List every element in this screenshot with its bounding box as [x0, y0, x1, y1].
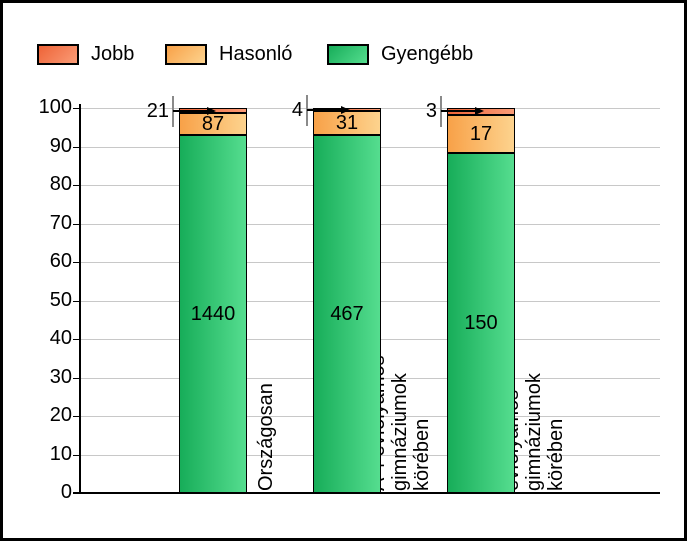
ytick-20 — [73, 416, 80, 417]
bar-3-arrow-line — [441, 110, 475, 113]
bar-3-segment-gyengébb: 150 — [447, 153, 515, 493]
legend-item-gyengébb: Gyengébb — [327, 42, 473, 66]
legend-label: Jobb — [91, 42, 135, 65]
bar-1-hasonló-value: 87 — [201, 113, 225, 136]
ytick-label-70: 70 — [49, 211, 72, 234]
legend-label: Gyengébb — [381, 42, 474, 65]
ytick-60 — [73, 262, 80, 263]
bar-3-segment-hasonló: 17 — [447, 114, 515, 154]
legend-item-hasonló: Hasonló — [165, 42, 292, 66]
ytick-label-0: 0 — [60, 481, 72, 503]
ytick-70 — [73, 223, 80, 225]
bar-2-hasonló-value: 31 — [335, 111, 359, 134]
bar-1-arrow-line — [173, 109, 207, 112]
ytick-label-80: 80 — [49, 173, 72, 195]
y-axis-line — [79, 104, 81, 494]
legend-label: Hasonló — [219, 42, 293, 65]
bar-2-segment-gyengébb: 467 — [313, 134, 381, 493]
ytick-label-10: 10 — [49, 442, 72, 465]
ytick-40 — [73, 339, 80, 340]
ytick-label-90: 90 — [49, 134, 72, 157]
bar-2-jobb-value: 4 — [291, 98, 303, 121]
ytick-90 — [73, 146, 80, 148]
ytick-label-40: 40 — [49, 327, 72, 349]
ytick-100 — [73, 108, 80, 109]
legend-swatch-icon — [165, 43, 207, 65]
bar-1-gyengébb-value: 1440 — [190, 302, 236, 325]
ytick-label-50: 50 — [49, 288, 72, 311]
legend-item-jobb: Jobb — [37, 42, 134, 66]
ytick-10 — [73, 454, 80, 456]
legend-swatch-icon — [37, 43, 79, 65]
x-axis-baseline — [73, 492, 660, 494]
bar-1-jobb-value: 21 — [146, 99, 169, 122]
ytick-label-100: 100 — [38, 96, 72, 118]
bar-2-gyengébb-value: 467 — [330, 302, 364, 325]
ytick-50 — [73, 300, 80, 302]
bar-3-gyengébb-value: 150 — [464, 312, 498, 335]
bar-3-jobb-value: 3 — [425, 100, 437, 123]
bar-2-segment-hasonló: 31 — [313, 111, 381, 135]
ytick-30 — [73, 377, 80, 379]
ytick-80 — [73, 185, 80, 186]
category-label-1: Országosan — [255, 383, 277, 491]
ytick-label-30: 30 — [49, 365, 72, 388]
bar-2-arrow-line — [307, 108, 341, 111]
bar-3-arrow-icon — [475, 107, 484, 116]
bar-1-arrow-icon — [207, 106, 216, 115]
ytick-label-60: 60 — [49, 250, 72, 272]
bar-1-segment-gyengébb: 1440 — [179, 134, 247, 493]
legend-swatch-icon — [327, 43, 369, 65]
bar-1-segment-hasonló: 87 — [179, 113, 247, 135]
bar-3-hasonló-value: 17 — [469, 123, 493, 146]
bar-2-arrow-icon — [341, 105, 350, 114]
ytick-label-20: 20 — [49, 404, 72, 426]
